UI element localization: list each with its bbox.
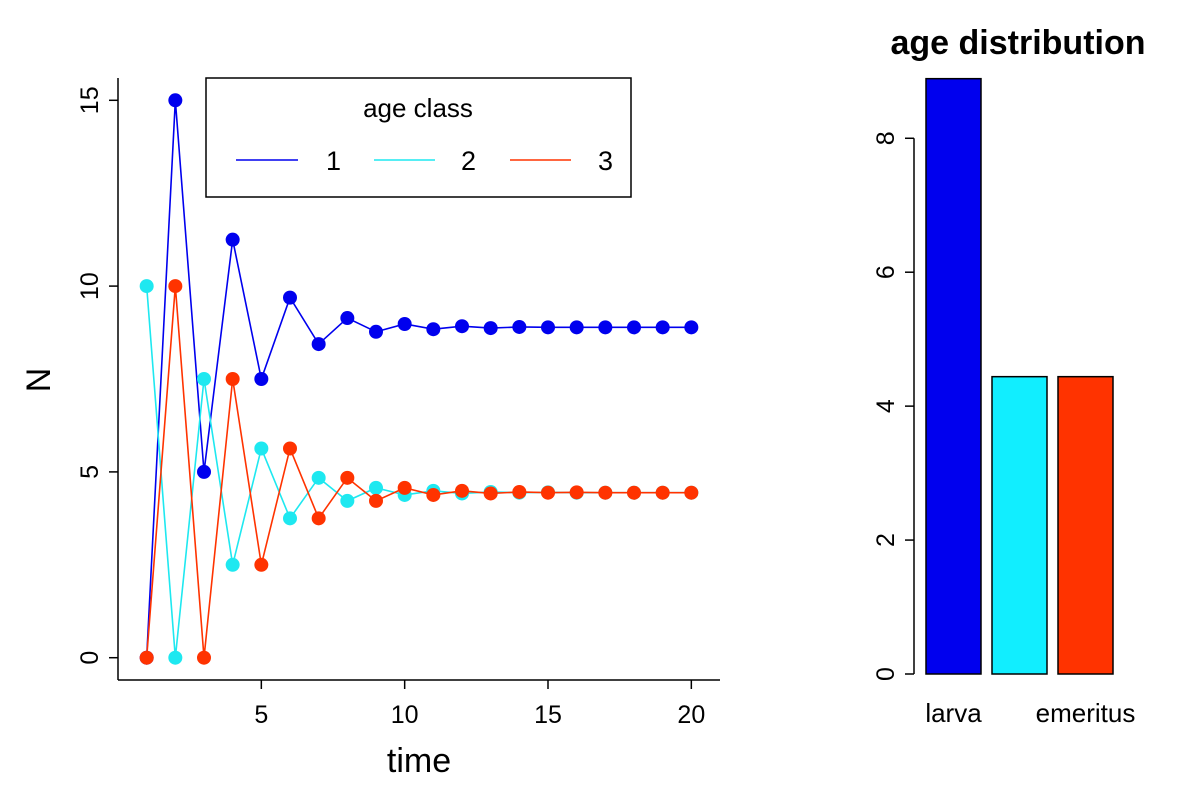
series-3-point [426, 487, 441, 502]
series-2-point [168, 650, 183, 665]
x-tick-label: 20 [677, 701, 705, 729]
series-1-point [254, 372, 269, 386]
series-3-point [569, 485, 584, 500]
line-chart-series-layer [139, 93, 699, 665]
line-chart-panel: 5 10 15 20 0 5 10 15 time N age class 1 2 3 [20, 77, 720, 780]
series-3-point [397, 480, 412, 495]
series-3-point [311, 511, 326, 526]
bar-1 [925, 77, 982, 675]
bar-y-tick-label: 2 [872, 533, 900, 547]
series-2-point [340, 493, 355, 508]
series-1 [139, 93, 699, 665]
series-3-point [483, 486, 498, 501]
series-3-point [283, 441, 297, 456]
series-2-point [139, 279, 154, 294]
line-chart-axes: 5 10 15 20 0 5 10 15 [76, 78, 720, 729]
x-tick-label: 15 [534, 701, 562, 729]
series-1-point [483, 321, 498, 336]
series-2-point [254, 441, 269, 456]
series-1-point [684, 320, 699, 335]
line-chart-y-ticks: 0 5 10 15 [76, 86, 118, 665]
bar-category-label: larva [925, 698, 982, 728]
bar-3 [1057, 375, 1114, 675]
y-tick-label: 10 [76, 272, 104, 300]
series-1-point [197, 464, 211, 479]
series-1-point [569, 320, 584, 335]
series-2-point [311, 470, 326, 485]
y-tick-label: 0 [76, 651, 104, 665]
series-1-point [168, 93, 183, 108]
series-3-point [168, 279, 183, 294]
series-3-point [455, 483, 469, 498]
bar-y-tick-label: 6 [872, 265, 900, 279]
bar-chart-panel: age distribution 0 2 4 6 8 larva emeritus [872, 24, 1146, 728]
series-3-point [512, 484, 527, 499]
series-3-point [598, 485, 613, 500]
legend-label-2: 2 [461, 146, 476, 176]
line-chart-legend: age class 1 2 3 [205, 77, 632, 198]
series-2-point [197, 372, 211, 386]
series-1-point [225, 232, 240, 247]
legend-box [205, 77, 632, 198]
bar-chart-title: age distribution [891, 24, 1146, 62]
series-1-point [627, 320, 641, 335]
series-1-point [541, 320, 555, 335]
bar-y-tick-label: 0 [872, 667, 900, 681]
y-tick-label: 5 [76, 465, 104, 479]
series-3-point [369, 493, 383, 508]
series-1-point [311, 337, 326, 352]
bar-chart-bars [925, 77, 1114, 675]
series-1-point [340, 311, 355, 326]
series-1-point [455, 319, 469, 334]
series-3-point [655, 485, 670, 500]
legend-label-1: 1 [326, 146, 341, 176]
series-1-point [369, 324, 383, 339]
series-3-point [254, 557, 269, 572]
bar-y-tick-label: 4 [872, 399, 900, 413]
series-2-point [369, 480, 383, 495]
line-chart-x-ticks: 5 10 15 20 [254, 680, 705, 729]
bar-2 [991, 375, 1048, 675]
bar-chart-category-labels: larva emeritus [925, 698, 1135, 728]
series-1-point [655, 320, 670, 335]
bar-y-tick-label: 8 [872, 131, 900, 145]
series-1-point [512, 319, 527, 334]
series-1-point [283, 290, 297, 305]
x-tick-label: 10 [391, 701, 419, 729]
series-3-point [139, 650, 154, 665]
x-tick-label: 5 [254, 701, 268, 729]
series-3-point [197, 650, 211, 665]
legend-label-3: 3 [598, 146, 613, 176]
series-2-line [145, 286, 692, 658]
series-3 [139, 279, 699, 665]
series-1-point [598, 320, 613, 335]
series-3-line [145, 286, 692, 658]
series-2-point [283, 511, 297, 526]
line-chart-x-title: time [387, 742, 451, 780]
series-3-point [541, 485, 555, 500]
series-3-point [627, 485, 641, 500]
y-tick-label: 15 [76, 86, 104, 114]
line-chart-y-title: N [20, 368, 58, 393]
bar-category-label: emeritus [1036, 698, 1136, 728]
series-3-point [340, 470, 355, 485]
series-3-point [684, 485, 699, 500]
legend-title: age class [363, 93, 473, 123]
series-1-point [397, 317, 412, 332]
series-1-point [426, 322, 441, 337]
series-2-point [225, 557, 240, 572]
bar-chart-y-axis: 0 2 4 6 8 [872, 131, 915, 681]
series-3-point [225, 372, 240, 386]
